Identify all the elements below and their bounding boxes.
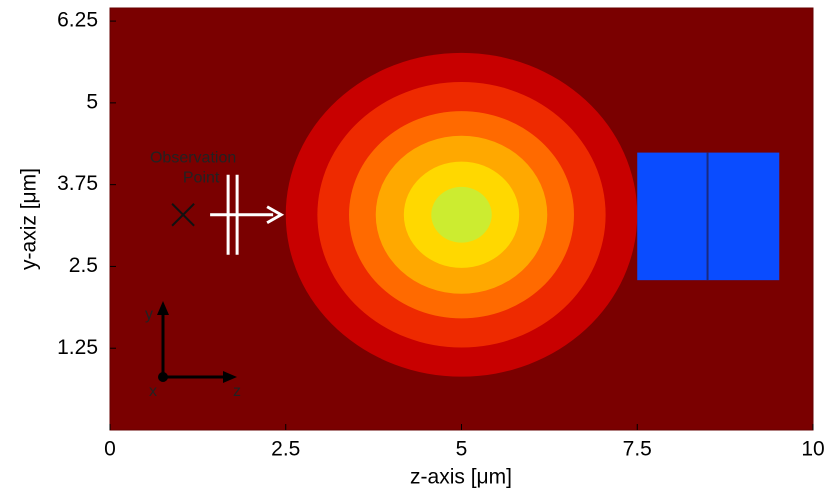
observation-marker <box>171 203 195 227</box>
inset-label: y <box>145 306 153 323</box>
x-tick-label: 7.5 <box>623 438 652 461</box>
arrow-head <box>266 205 285 225</box>
x-tick-label: 10 <box>801 438 824 461</box>
y-tick-label: 2.5 <box>69 254 98 277</box>
x-tick-label: 2.5 <box>271 438 300 461</box>
inset-label: x <box>149 383 157 400</box>
x-axis-label: z-axis [μm] <box>410 466 512 489</box>
plane <box>226 174 239 255</box>
observation-label: Observation Point <box>150 150 236 187</box>
y-tick-label: 3.75 <box>57 172 98 195</box>
x-tick-label: 5 <box>456 438 468 461</box>
inset-label: z <box>233 383 241 400</box>
inset-arrows <box>157 301 237 383</box>
y-tick-label: 1.25 <box>57 336 98 359</box>
y-tick-label: 5 <box>86 90 98 113</box>
inset-axes <box>161 307 229 379</box>
x-tick-label: 0 <box>104 438 116 461</box>
contour-level <box>431 186 492 243</box>
y-tick-label: 6.25 <box>57 9 98 32</box>
y-axis-label: y-axiz [μm] <box>18 168 41 270</box>
inset-origin <box>158 372 168 382</box>
